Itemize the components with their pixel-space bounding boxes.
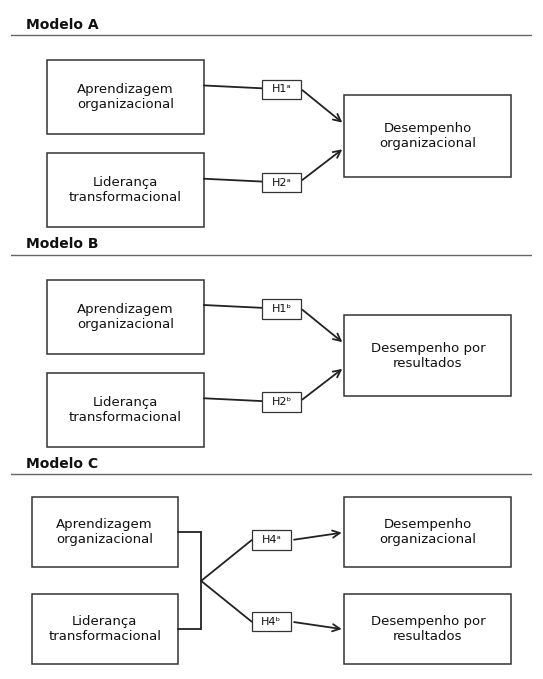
Text: Liderança
transformacional: Liderança transformacional [48, 615, 161, 644]
Text: Modelo C: Modelo C [27, 457, 99, 471]
FancyBboxPatch shape [262, 173, 301, 192]
Text: Aprendizagem
organizacional: Aprendizagem organizacional [77, 83, 174, 111]
Text: H2ᵃ: H2ᵃ [272, 178, 292, 187]
FancyBboxPatch shape [344, 497, 512, 567]
FancyBboxPatch shape [252, 530, 291, 550]
FancyBboxPatch shape [47, 60, 204, 134]
Text: Desempenho por
resultados: Desempenho por resultados [370, 615, 485, 644]
Text: Desempenho
organizacional: Desempenho organizacional [380, 122, 476, 150]
Text: Desempenho por
resultados: Desempenho por resultados [370, 342, 485, 369]
Text: H2ᵇ: H2ᵇ [272, 397, 292, 407]
Text: Liderança
transformacional: Liderança transformacional [69, 396, 182, 424]
FancyBboxPatch shape [47, 373, 204, 447]
FancyBboxPatch shape [47, 153, 204, 227]
Text: Liderança
transformacional: Liderança transformacional [69, 177, 182, 204]
Text: Modelo B: Modelo B [27, 238, 99, 251]
FancyBboxPatch shape [262, 299, 301, 318]
Text: Modelo A: Modelo A [27, 18, 99, 32]
Text: H4ᵃ: H4ᵃ [262, 535, 281, 545]
Text: Desempenho
organizacional: Desempenho organizacional [380, 518, 476, 547]
FancyBboxPatch shape [31, 497, 178, 567]
FancyBboxPatch shape [344, 95, 512, 177]
FancyBboxPatch shape [344, 315, 512, 397]
FancyBboxPatch shape [252, 612, 291, 631]
FancyBboxPatch shape [262, 392, 301, 412]
Text: Aprendizagem
organizacional: Aprendizagem organizacional [56, 518, 153, 547]
FancyBboxPatch shape [262, 79, 301, 99]
Text: H1ᵃ: H1ᵃ [272, 84, 292, 94]
Text: H1ᵇ: H1ᵇ [272, 304, 292, 314]
Text: Aprendizagem
organizacional: Aprendizagem organizacional [77, 303, 174, 331]
FancyBboxPatch shape [344, 595, 512, 665]
Text: H4ᵇ: H4ᵇ [261, 617, 282, 627]
FancyBboxPatch shape [31, 595, 178, 665]
FancyBboxPatch shape [47, 280, 204, 354]
